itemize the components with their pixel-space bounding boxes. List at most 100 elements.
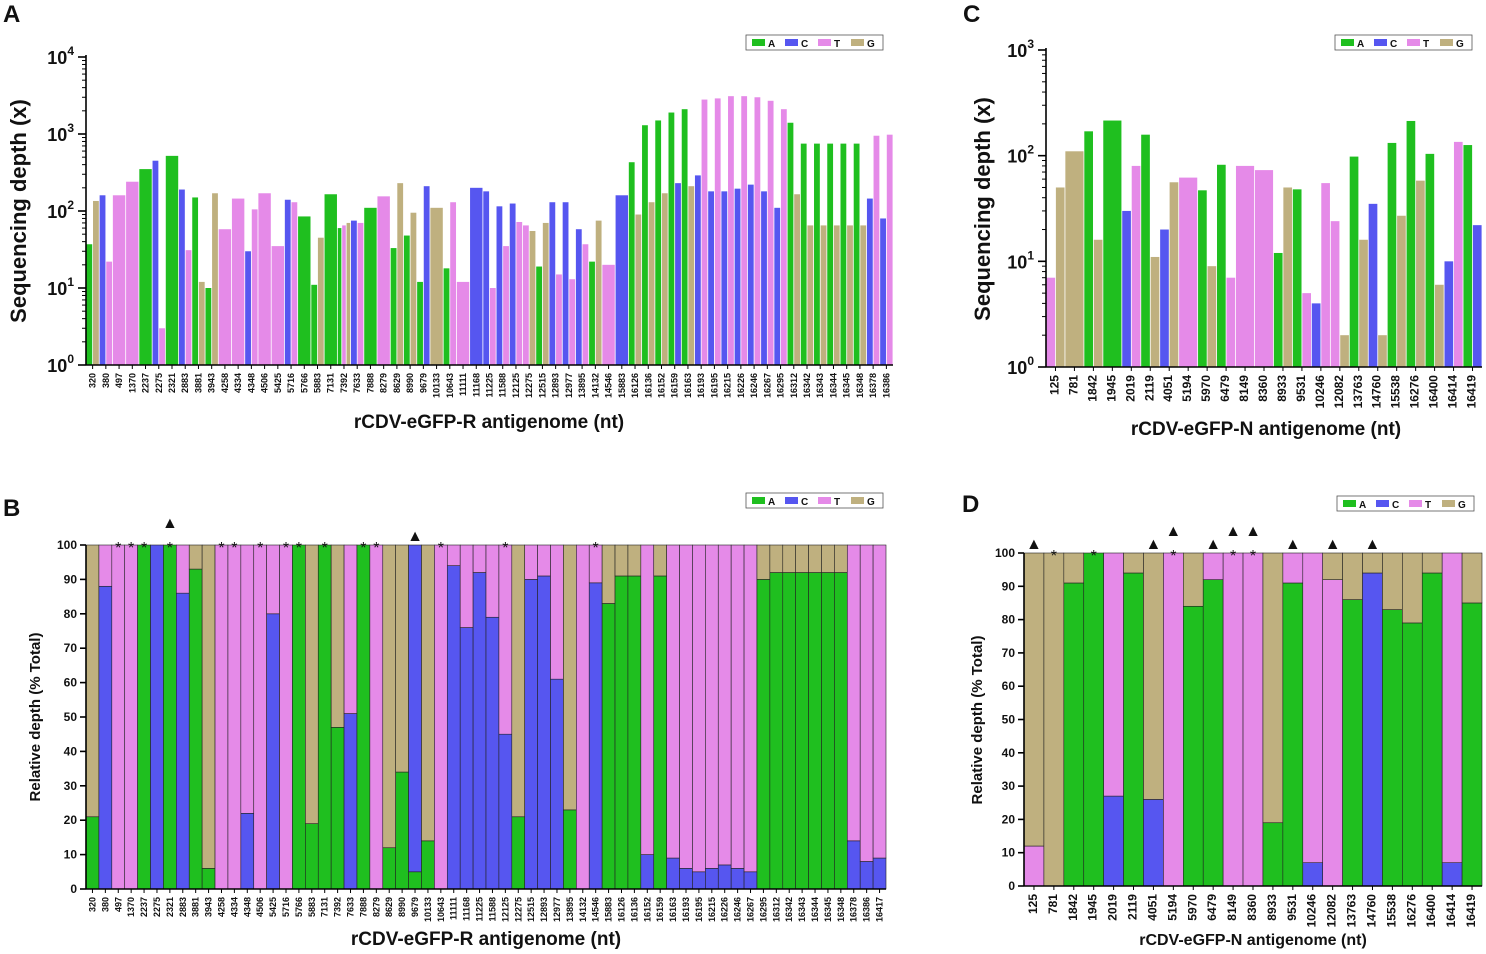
bar-g (860, 225, 867, 365)
x-tick-label: 14546 (591, 897, 601, 922)
x-tick-label: 1945 (1086, 894, 1100, 921)
x-tick-label: 16343 (815, 373, 825, 398)
bar-a (814, 143, 820, 365)
y-tick-label: 90 (64, 572, 78, 586)
x-tick-label: 5766 (294, 897, 304, 917)
bar-a (853, 143, 860, 365)
bar-g (542, 222, 549, 365)
y-tick-label: 50 (64, 710, 78, 724)
bar-a (298, 216, 311, 365)
bar-a (192, 197, 199, 365)
bar-a (655, 120, 662, 365)
segment-g (201, 544, 216, 869)
legend-label-g: G (1456, 39, 1464, 50)
x-tick-label: 11168 (471, 373, 481, 397)
bar-c (496, 206, 503, 365)
segment-g (188, 544, 203, 570)
bar-c (483, 191, 490, 365)
segment-t (743, 544, 758, 873)
x-tick-label: 4334 (229, 897, 239, 917)
y-tick-label: 100 (47, 352, 74, 376)
segment-a (1461, 602, 1483, 887)
x-tick-label: 16163 (668, 897, 678, 922)
x-tick-label: 16400 (1427, 375, 1441, 409)
y-tick-label: 60 (1002, 679, 1016, 693)
x-tick-label: 12275 (513, 897, 523, 922)
bar-a (139, 169, 152, 365)
x-tick-label: 8990 (405, 373, 415, 393)
segment-a (330, 727, 345, 890)
x-tick-label: 4348 (246, 373, 256, 393)
legend-label-t: T (834, 497, 840, 508)
segment-c (459, 627, 474, 890)
bar-c (1368, 203, 1378, 367)
bar-a (628, 162, 635, 365)
x-tick-label: 8360 (1256, 375, 1270, 402)
x-tick-label: 16195 (709, 373, 719, 398)
bar-g (1169, 182, 1179, 367)
x-tick-label: 16136 (629, 897, 639, 922)
bar-a (589, 261, 595, 365)
segment-t (434, 544, 448, 890)
x-tick-label: 5970 (1199, 375, 1213, 402)
y-axis-title: Sequencing depth (x) (6, 99, 31, 323)
y-tick-label: 30 (1002, 779, 1016, 793)
segment-c (1441, 862, 1463, 887)
x-tick-label: 5716 (281, 897, 291, 917)
bar-g (1150, 256, 1160, 367)
segment-t (98, 544, 113, 587)
asterisk-marker: * (593, 540, 599, 557)
x-tick-label: 7633 (346, 897, 356, 917)
bar-g (635, 214, 642, 365)
bar-c (1311, 303, 1321, 367)
bar-c (549, 202, 556, 365)
segment-t (1302, 552, 1323, 863)
bar-a (1292, 189, 1302, 367)
legend-swatch-t (1407, 39, 1420, 46)
segment-c (640, 854, 655, 890)
x-tick-label: 2275 (152, 897, 162, 917)
bar-c (774, 207, 781, 365)
bar-g (807, 225, 814, 365)
y-tick-label: 103 (47, 121, 74, 145)
segment-t (369, 544, 384, 890)
segment-a (756, 579, 771, 890)
y-axis-title: Relative depth (% Total) (27, 633, 44, 802)
legend-label-c: C (1392, 500, 1399, 511)
x-tick-label: 16295 (758, 897, 768, 922)
bar-t (516, 221, 523, 365)
segment-t (666, 544, 680, 859)
x-tick-label: 16246 (733, 897, 743, 922)
segment-g (1421, 552, 1443, 574)
bar-c (747, 184, 754, 365)
x-tick-label: 16193 (696, 373, 706, 398)
segment-t (550, 544, 564, 680)
segment-a (795, 572, 809, 890)
segment-g (395, 544, 409, 773)
segment-a (421, 840, 435, 890)
segment-t (1202, 552, 1224, 580)
bar-a (1463, 145, 1473, 367)
bar-c (350, 220, 357, 365)
legend-box (745, 492, 884, 509)
asterisk-marker: * (1051, 548, 1057, 565)
x-tick-label: 1370 (127, 373, 137, 393)
x-tick-label: 8990 (397, 897, 407, 917)
x-axis-title: rCDV-eGFP-N antigenome (nt) (1131, 419, 1401, 440)
x-tick-label: 4258 (216, 897, 226, 917)
x-tick-label: 16267 (762, 373, 772, 398)
bar-t (780, 109, 787, 365)
segment-c (498, 733, 513, 890)
asterisk-marker: * (115, 540, 121, 557)
y-tick-label: 103 (1007, 37, 1034, 61)
triangle-marker: ▲ (1365, 536, 1381, 553)
x-tick-label: 12275 (524, 373, 534, 398)
segment-a (408, 871, 422, 890)
panel-label: B (3, 495, 20, 522)
x-tick-label: 16378 (849, 897, 859, 922)
x-tick-label: 16312 (771, 897, 781, 922)
bar-a (1349, 156, 1359, 367)
bar-t (1453, 141, 1463, 367)
segment-c (1302, 862, 1323, 887)
